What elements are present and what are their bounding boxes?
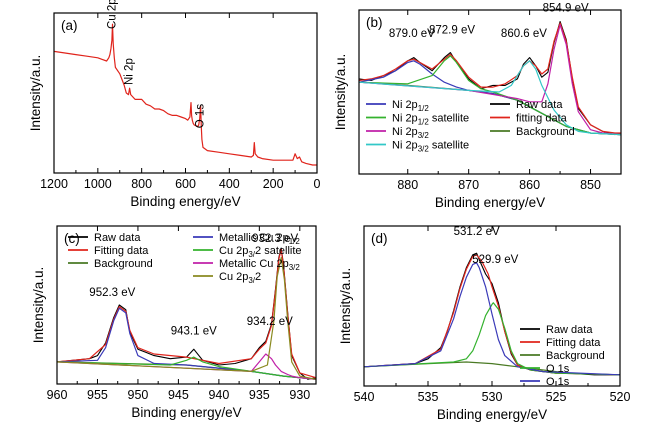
y-axis-label: Intensity/a.u. <box>28 55 43 132</box>
legend-entry: Metallic Cu 2p3/2 <box>219 258 300 272</box>
legend-entry: Raw data <box>516 99 563 111</box>
plot-frame <box>53 12 318 174</box>
legend-entry: Background <box>546 350 605 362</box>
series-line-survey <box>53 23 317 166</box>
legend-entry: Cu 2p3/2 satellite <box>219 245 302 259</box>
panel-b: 880 870 860 850 Binding energy/eV Intensity/a… <box>333 3 622 210</box>
peak-annotation: 860.6 eV <box>501 28 547 40</box>
x-tick-label: 1000 <box>84 177 112 191</box>
panel-label: (b) <box>366 15 383 30</box>
y-axis-label: Intensity/a.u. <box>31 267 46 344</box>
x-tick-label: 935 <box>249 388 270 402</box>
panel-d: 540 535 530 525 520 Binding energy/eV Intensit… <box>338 225 631 422</box>
panel-c: 960 955 950 945 940 935 930 Binding energy/eV In… <box>31 225 317 420</box>
series-line-ni-2p3-2-satellite <box>358 60 622 136</box>
x-axis-label: Binding energy/eV <box>130 194 240 209</box>
peak-annotation: O 1s <box>195 104 207 129</box>
plot-frame <box>56 225 317 385</box>
x-tick-label: 0 <box>314 177 321 191</box>
series-line-cu-2p3-2-satellite <box>56 356 317 380</box>
peak-annotation: 934.2 eV <box>247 316 293 328</box>
x-tick-label: 520 <box>610 390 631 404</box>
x-tick-label: 940 <box>208 388 229 402</box>
x-tick-label: 540 <box>354 390 375 404</box>
x-axis-label: Binding energy/eV <box>435 195 545 210</box>
legend-entry: Fitting data <box>546 337 601 349</box>
series-line-metallic-cu-2p3-2 <box>56 353 317 380</box>
x-tick-label: 800 <box>131 177 152 191</box>
x-tick-label: 945 <box>168 388 189 402</box>
panel-label: (a) <box>61 18 78 33</box>
legend-entry: Ni 2p3/2 satellite <box>392 140 469 154</box>
series-line-fitting-data <box>358 22 621 134</box>
x-tick-label: 530 <box>482 390 503 404</box>
peak-annotation: 932.3 eV <box>252 233 298 245</box>
series-line-cu-2p3-2 <box>56 257 317 380</box>
x-tick-label: 955 <box>87 388 108 402</box>
legend-entry: O 1s <box>546 363 570 375</box>
series-line-fitting-data <box>363 254 621 376</box>
peak-annotation: 529.9 eV <box>472 254 518 266</box>
x-tick-label: 525 <box>546 390 567 404</box>
peak-annotation: 879.0 eV <box>389 28 435 40</box>
x-tick-label: 200 <box>263 177 284 191</box>
x-tick-label: 870 <box>458 178 479 192</box>
x-axis-label: Binding energy/eV <box>131 405 241 420</box>
peak-annotation: 854.9 eV <box>543 3 589 15</box>
legend-entry: O 1s <box>546 376 570 388</box>
panel-label: (c) <box>64 231 80 246</box>
peak-annotation: Ni 2p <box>124 58 136 85</box>
peak-annotation: 952.3 eV <box>89 287 135 299</box>
panel-label: (d) <box>371 231 388 246</box>
x-tick-label: 600 <box>175 177 196 191</box>
x-tick-label: 860 <box>519 178 540 192</box>
series-line-ni-2p3-2 <box>358 24 622 136</box>
x-tick-label: 535 <box>418 390 439 404</box>
x-tick-label: 880 <box>397 178 418 192</box>
x-tick-label: 950 <box>128 388 149 402</box>
legend-entry: Raw data <box>546 324 593 336</box>
legend-entry: Ni 2p3/2 <box>392 126 429 140</box>
legend-entry: Fitting data <box>94 245 149 257</box>
peak-annotation: 943.1 eV <box>171 325 217 337</box>
legend-entry: Metallic Cu 2p1/2 <box>219 232 300 246</box>
y-axis-label: Intensity/a.u. <box>333 54 348 131</box>
x-tick-label: 930 <box>289 388 310 402</box>
series-line-ni-2p1-2-satellite <box>358 55 622 136</box>
plot-frame <box>358 9 622 175</box>
x-tick-label: 1200 <box>40 177 68 191</box>
legend-entry: Ni 2p1/2 satellite <box>392 113 469 127</box>
panel-a: 1200 1000 800 600 400 200 0 Binding energy/eV In… <box>28 0 321 209</box>
x-tick-label: 960 <box>47 388 68 402</box>
x-tick-label: 400 <box>219 177 240 191</box>
y-axis-label: Intensity/a.u. <box>338 268 353 345</box>
legend-entry: Background <box>94 258 153 270</box>
x-axis-label: Binding energy/eV <box>437 407 547 422</box>
x-tick-label: 850 <box>580 178 601 192</box>
legend-entry: fitting data <box>516 113 568 125</box>
peak-annotation: Cu 2p <box>107 0 119 29</box>
legend-entry: Background <box>516 126 575 138</box>
peak-annotation: 531.2 eV <box>454 226 500 238</box>
legend-entry: Cu 2p3/2 <box>219 271 261 285</box>
series-line-o-1s <box>363 262 621 376</box>
plot-frame <box>363 225 621 387</box>
legend-entry: Ni 2p1/2 <box>392 99 429 113</box>
peak-annotation: 872.9 eV <box>429 25 475 37</box>
legend-entry: Raw data <box>94 232 141 244</box>
